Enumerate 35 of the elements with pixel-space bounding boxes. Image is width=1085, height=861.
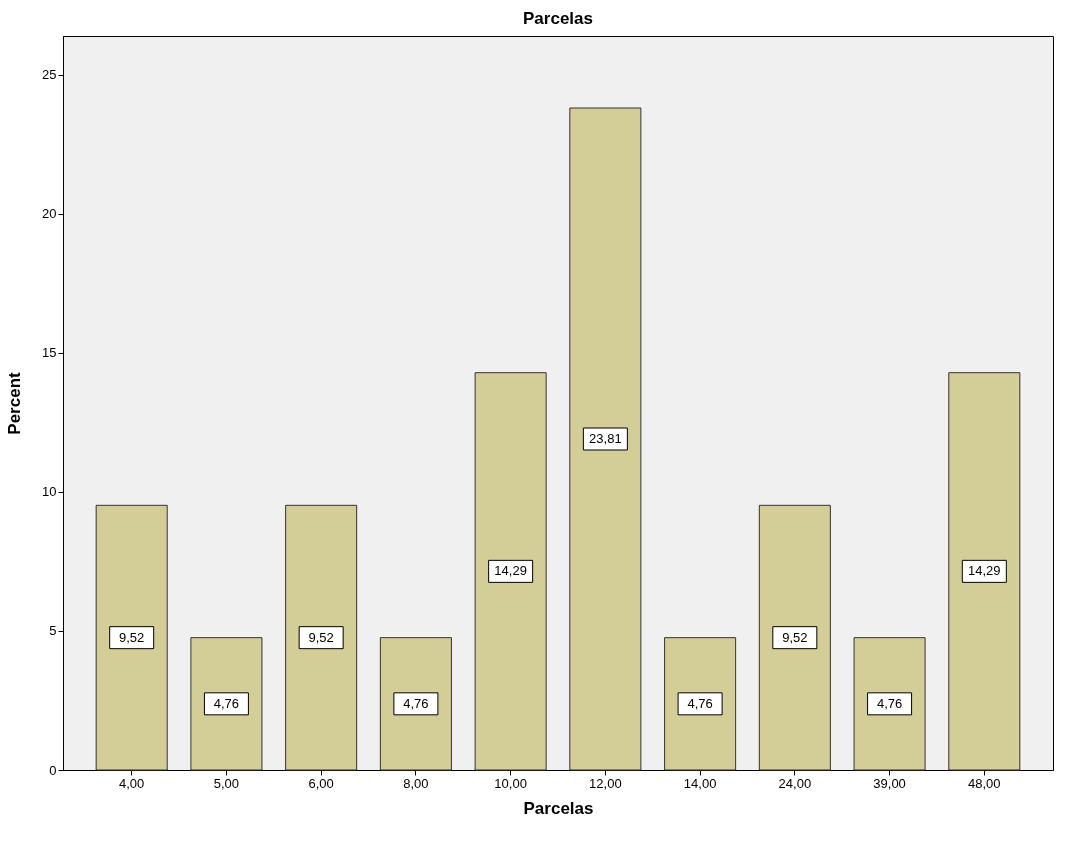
data-label: 9,52 [308,629,334,645]
x-tick-label: 39,00 [873,775,906,791]
bar [95,504,168,771]
data-label: 4,76 [687,695,713,711]
x-tick-label: 4,00 [119,775,145,791]
data-label: 14,29 [494,563,527,579]
x-tick-label: 6,00 [308,775,334,791]
data-label: 9,52 [782,629,808,645]
y-tick-label: 10 [42,484,57,500]
y-tick-label: 5 [49,623,57,639]
x-tick-label: 10,00 [494,775,527,791]
chart-title: Parcelas [523,9,593,28]
bar [948,372,1021,771]
data-label: 4,76 [876,695,903,711]
bar [758,504,831,771]
bar [569,107,642,771]
data-label: 4,76 [213,695,240,711]
y-tick-label: 20 [42,206,57,222]
x-tick-label: 24,00 [778,775,812,791]
data-label: 14,29 [968,563,1001,579]
y-tick-label: 0 [49,762,57,778]
x-tick-label: 5,00 [213,775,240,791]
x-axis-title: Parcelas [523,798,594,818]
y-tick-label: 25 [42,67,57,83]
bar [285,504,358,771]
y-tick-label: 15 [42,345,57,361]
data-label: 23,81 [589,431,622,446]
x-tick-label: 8,00 [403,775,429,791]
y-axis-title: Percent [5,371,25,435]
x-tick-label: 12,00 [589,775,622,791]
bar [474,372,547,771]
data-label: 4,76 [403,695,429,711]
data-label: 9,52 [119,629,145,645]
x-tick-label: 14,00 [683,775,717,791]
x-tick-label: 48,00 [968,775,1001,791]
